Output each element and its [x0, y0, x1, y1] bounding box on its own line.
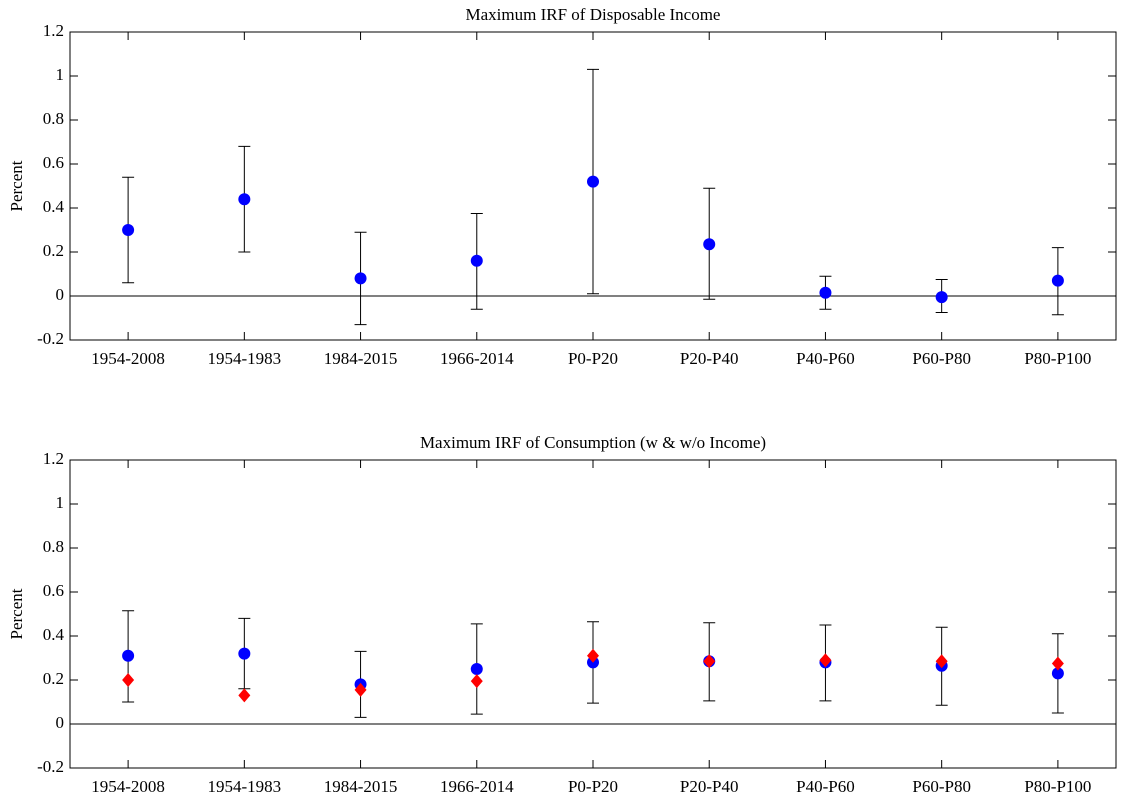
- y-tick-label: 0: [56, 713, 65, 732]
- y-tick-label: 1.2: [43, 449, 64, 468]
- point: [354, 272, 367, 285]
- x-tick-label: P40-P60: [796, 349, 855, 368]
- x-tick-label: 1954-1983: [207, 777, 281, 796]
- x-tick-label: P80-P100: [1024, 349, 1091, 368]
- x-tick-label: 1966-2014: [440, 777, 514, 796]
- point: [1051, 656, 1064, 671]
- x-tick-label: P80-P100: [1024, 777, 1091, 796]
- point: [122, 224, 135, 236]
- point: [1051, 667, 1064, 680]
- y-tick-label: 1.2: [43, 21, 64, 40]
- x-tick-label: P0-P20: [568, 777, 618, 796]
- point: [819, 286, 832, 299]
- y-tick-label: 0: [56, 285, 65, 304]
- point: [354, 682, 367, 697]
- x-tick-label: P20-P40: [680, 349, 739, 368]
- point: [1051, 274, 1064, 287]
- point: [703, 238, 716, 251]
- point: [935, 291, 948, 304]
- point: [587, 175, 599, 188]
- x-tick-label: P40-P60: [796, 777, 855, 796]
- y-tick-label: 1: [56, 493, 65, 512]
- point: [935, 654, 948, 669]
- x-tick-label: 1954-1983: [207, 349, 281, 368]
- chart-title: Maximum IRF of Consumption (w & w/o Inco…: [420, 433, 766, 452]
- point: [470, 254, 483, 267]
- x-tick-label: 1954-2008: [91, 349, 165, 368]
- y-tick-label: 0.8: [43, 109, 64, 128]
- y-tick-label: 0.6: [43, 153, 64, 172]
- chart-title: Maximum IRF of Disposable Income: [466, 5, 721, 24]
- point: [122, 673, 135, 687]
- x-tick-label: P0-P20: [568, 349, 618, 368]
- point: [819, 653, 832, 668]
- axes-box: [69, 459, 1117, 769]
- y-tick-label: 0.2: [43, 241, 64, 260]
- x-tick-label: P20-P40: [680, 777, 739, 796]
- point: [238, 647, 251, 660]
- point: [470, 674, 483, 689]
- y-axis-label: Percent: [7, 588, 26, 639]
- y-tick-label: -0.2: [37, 757, 64, 776]
- x-tick-label: P60-P80: [912, 777, 971, 796]
- y-tick-label: 0.6: [43, 581, 64, 600]
- x-tick-label: P60-P80: [912, 349, 971, 368]
- x-tick-label: 1954-2008: [91, 777, 165, 796]
- point: [703, 654, 716, 669]
- point: [587, 648, 599, 663]
- y-tick-label: 0.4: [43, 625, 65, 644]
- x-tick-label: 1966-2014: [440, 349, 514, 368]
- x-tick-label: 1984-2015: [324, 777, 398, 796]
- y-tick-label: 1: [56, 65, 65, 84]
- point: [470, 663, 483, 675]
- y-tick-label: 0.4: [43, 197, 65, 216]
- point: [238, 688, 251, 703]
- x-tick-label: 1984-2015: [324, 349, 398, 368]
- y-tick-label: 0.8: [43, 537, 64, 556]
- y-tick-label: -0.2: [37, 329, 64, 348]
- y-tick-label: 0.2: [43, 669, 64, 688]
- point: [238, 193, 251, 206]
- point: [122, 649, 135, 662]
- y-axis-label: Percent: [7, 160, 26, 211]
